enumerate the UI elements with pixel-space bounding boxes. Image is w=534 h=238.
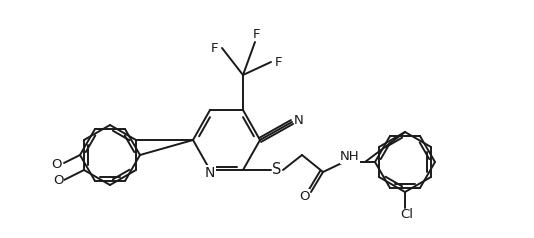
Text: O: O xyxy=(299,189,309,203)
Text: O: O xyxy=(53,174,63,188)
Text: F: F xyxy=(211,41,219,55)
Text: F: F xyxy=(274,56,282,69)
Text: NH: NH xyxy=(340,150,360,164)
Text: N: N xyxy=(205,166,215,180)
Text: Cl: Cl xyxy=(400,208,413,222)
Text: N: N xyxy=(294,114,304,127)
Text: S: S xyxy=(272,163,282,178)
Text: O: O xyxy=(52,158,62,170)
Text: F: F xyxy=(252,29,260,41)
